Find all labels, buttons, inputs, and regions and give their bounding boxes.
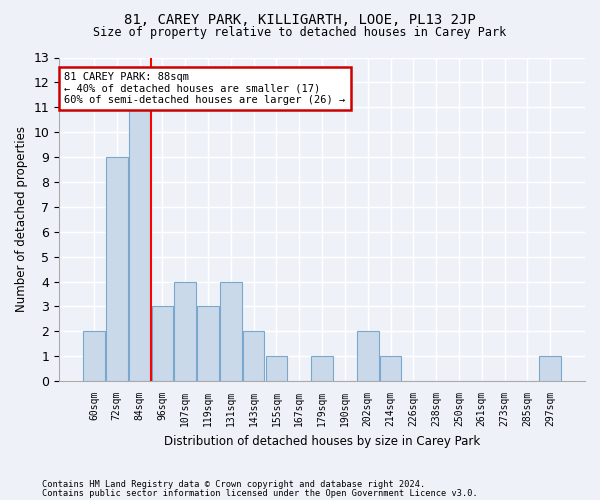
Bar — [539, 356, 561, 381]
Bar — [357, 332, 379, 381]
Bar — [311, 356, 333, 381]
Bar — [243, 332, 265, 381]
Text: Size of property relative to detached houses in Carey Park: Size of property relative to detached ho… — [94, 26, 506, 39]
Bar — [266, 356, 287, 381]
Text: 81 CAREY PARK: 88sqm
← 40% of detached houses are smaller (17)
60% of semi-detac: 81 CAREY PARK: 88sqm ← 40% of detached h… — [64, 72, 346, 106]
Bar — [197, 306, 219, 381]
Bar — [175, 282, 196, 381]
Bar — [83, 332, 105, 381]
Bar — [152, 306, 173, 381]
Bar — [380, 356, 401, 381]
Text: Contains HM Land Registry data © Crown copyright and database right 2024.: Contains HM Land Registry data © Crown c… — [42, 480, 425, 489]
X-axis label: Distribution of detached houses by size in Carey Park: Distribution of detached houses by size … — [164, 434, 480, 448]
Bar — [220, 282, 242, 381]
Y-axis label: Number of detached properties: Number of detached properties — [15, 126, 28, 312]
Text: 81, CAREY PARK, KILLIGARTH, LOOE, PL13 2JP: 81, CAREY PARK, KILLIGARTH, LOOE, PL13 2… — [124, 12, 476, 26]
Bar — [106, 157, 128, 381]
Text: Contains public sector information licensed under the Open Government Licence v3: Contains public sector information licen… — [42, 489, 478, 498]
Bar — [128, 108, 151, 381]
